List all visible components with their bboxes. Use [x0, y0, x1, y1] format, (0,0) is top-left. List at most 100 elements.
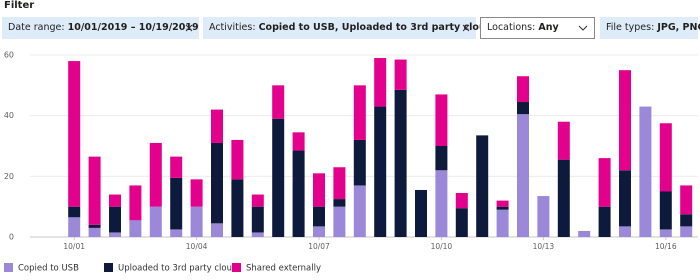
chip-label: File types: — [606, 22, 655, 33]
bar-segment — [272, 118, 285, 237]
bar-segment — [88, 227, 101, 237]
x-tick-label: 10/10 — [431, 242, 453, 251]
bar-segment — [435, 170, 448, 237]
bar-segment — [394, 89, 407, 237]
legend-swatch — [104, 263, 113, 272]
bar-segment — [109, 194, 121, 207]
bar-segment — [251, 194, 264, 207]
legend-label: Uploaded to 3rd party cloud — [118, 264, 237, 274]
chip-label: Date range: — [8, 22, 65, 33]
bar-segment — [659, 123, 672, 192]
filter-chip[interactable]: File types: JPG, PNG — [600, 17, 700, 39]
bar-segment — [292, 132, 305, 151]
y-tick-label: 60 — [4, 51, 14, 60]
bar-segment — [68, 217, 81, 237]
bar-segment — [639, 106, 652, 237]
bar-segment — [170, 177, 183, 230]
chip-value: Any — [538, 22, 559, 33]
bar-segment — [251, 206, 264, 233]
bar-segment — [680, 214, 693, 227]
chip-value: Copied to USB, Uploaded to 3rd party clo… — [258, 22, 515, 33]
bar-segment — [496, 209, 509, 237]
bar-segment — [455, 208, 468, 237]
legend-swatch — [4, 263, 13, 272]
x-tick-label: 10/13 — [533, 242, 555, 251]
bar-segment — [88, 156, 101, 225]
bar-segment — [190, 179, 203, 207]
bar-segment — [415, 189, 427, 237]
legend-label: Copied to USB — [18, 264, 79, 274]
bar-segment — [211, 223, 223, 237]
bar-segment — [88, 224, 101, 228]
bar-segment — [313, 173, 325, 207]
bar-segment — [619, 70, 631, 171]
chip-label: Locations: — [487, 22, 536, 33]
close-icon[interactable] — [462, 24, 470, 32]
bar-segment — [313, 226, 325, 237]
y-tick-label: 40 — [4, 111, 14, 120]
bar-segment — [190, 206, 203, 237]
bar-segment — [659, 229, 672, 237]
bar-segment — [251, 232, 264, 237]
x-tick-label: 10/16 — [655, 242, 677, 251]
bar-segment — [374, 106, 387, 237]
bar-segment — [170, 156, 183, 178]
bar-segment — [517, 102, 529, 115]
bar-segment — [231, 139, 244, 180]
bar-segment — [149, 142, 162, 207]
y-tick-label: 20 — [4, 172, 14, 181]
bar-segment — [129, 220, 142, 237]
y-tick-label: 0 — [9, 233, 14, 242]
bar-segment — [109, 206, 121, 233]
bar-segment — [619, 226, 631, 237]
legend-label: Shared externally — [246, 264, 321, 274]
bar-segment — [272, 85, 285, 119]
x-tick-label: 10/04 — [186, 242, 208, 251]
bar-segment — [374, 58, 387, 107]
bar-segment — [455, 193, 468, 209]
filter-dropdown[interactable]: Locations: Any — [480, 17, 595, 39]
bar-segment — [496, 200, 509, 207]
chevron-icon — [578, 25, 588, 31]
bar-segment — [680, 226, 693, 237]
bar-segment — [333, 206, 346, 237]
bar-segment — [170, 229, 183, 237]
bar-segment — [353, 85, 366, 140]
bar-segment — [435, 146, 448, 171]
bar-segment — [353, 139, 366, 186]
bar-segment — [557, 121, 570, 160]
filter-chip[interactable]: Activities: Copied to USB, Uploaded to 3… — [203, 17, 514, 39]
chip-label: Activities: — [209, 22, 256, 33]
bar-segment — [149, 206, 162, 237]
legend-swatch — [232, 263, 241, 272]
bar-segment — [231, 179, 244, 237]
bar-segment — [394, 59, 407, 90]
filter-title: Filter — [4, 0, 35, 11]
bar-segment — [313, 206, 325, 227]
bar-segment — [435, 94, 448, 146]
bar-segment — [333, 167, 346, 200]
chart: 0 20 40 60 10/01 10/04 10/07 10/10 10/13 10/16 Cop… — [4, 51, 698, 274]
bar-segment — [598, 206, 611, 237]
bar-segment — [476, 135, 489, 237]
bar-segment — [578, 230, 591, 237]
bar-segment — [353, 185, 366, 237]
bar-segment — [129, 185, 142, 221]
bar-segment — [292, 150, 305, 237]
filter-chip[interactable]: Date range: 10/01/2019 – 10/19/2019 — [2, 17, 199, 39]
bar-segment — [680, 185, 693, 215]
bar-segment — [517, 76, 529, 103]
bar-segment — [109, 232, 121, 237]
bar-segment — [517, 114, 529, 237]
close-icon[interactable] — [185, 24, 193, 32]
bar-segment — [557, 159, 570, 237]
bar-segment — [211, 109, 223, 143]
bar-segment — [619, 170, 631, 227]
chip-value: JPG, PNG — [657, 22, 700, 33]
bar-segment — [598, 158, 611, 207]
bar-segment — [659, 191, 672, 230]
x-tick-label: 10/07 — [308, 242, 330, 251]
x-tick-label: 10/01 — [63, 242, 85, 251]
bar-segment — [68, 61, 81, 207]
